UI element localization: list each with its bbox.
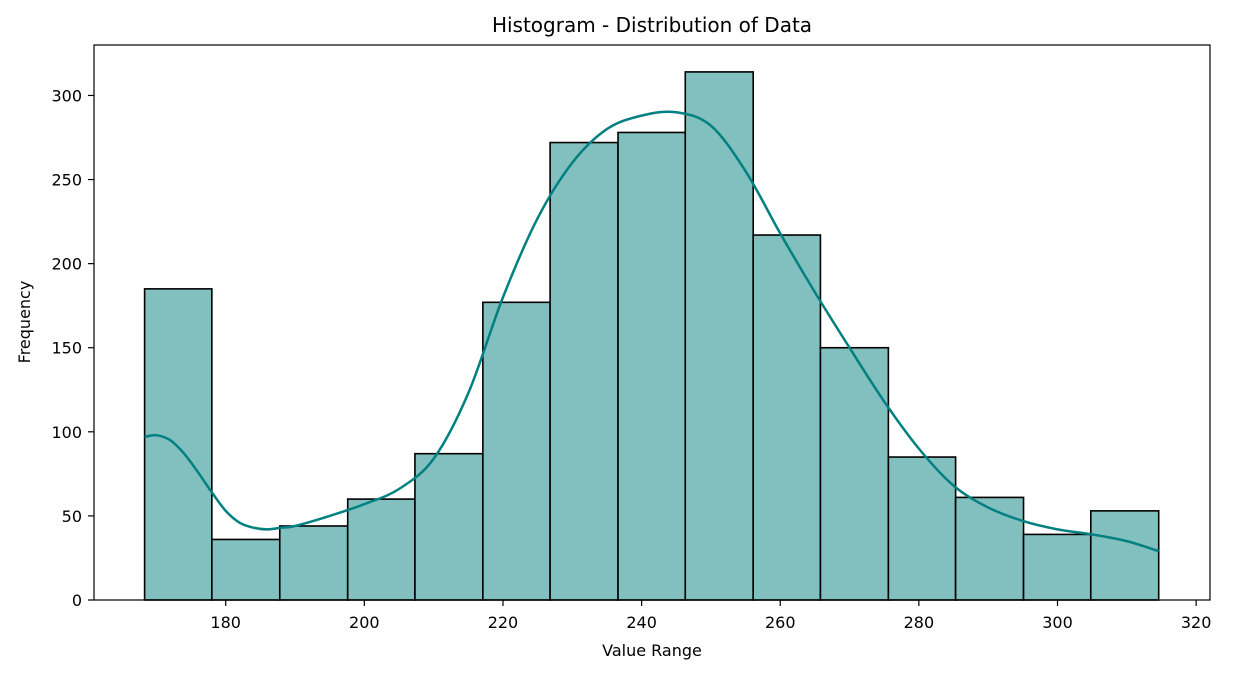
histogram-bar-9 xyxy=(752,234,822,601)
x-tick-label: 240 xyxy=(626,613,657,632)
histogram-bar-2 xyxy=(278,525,349,601)
y-tick-label: 150 xyxy=(51,339,82,358)
x-tick-label: 300 xyxy=(1042,613,1073,632)
histogram-bar-11 xyxy=(887,456,957,601)
x-tick-label: 180 xyxy=(210,613,241,632)
y-axis-label: Frequency xyxy=(15,281,34,364)
histogram-bar-4 xyxy=(414,452,484,601)
x-tick-label: 220 xyxy=(488,613,519,632)
x-axis-label: Value Range xyxy=(602,641,702,660)
y-tick-label: 100 xyxy=(51,423,82,442)
x-tick-label: 260 xyxy=(765,613,796,632)
y-tick-label: 300 xyxy=(51,86,82,105)
y-tick-label: 250 xyxy=(51,171,82,190)
x-axis-ticks: 180 200 220 240 260 280 300 320 xyxy=(210,600,1211,632)
histogram-bar-6 xyxy=(549,141,619,601)
chart-title: Histogram - Distribution of Data xyxy=(492,13,812,37)
histogram-bar-12 xyxy=(954,496,1025,601)
histogram-bar-7 xyxy=(617,131,687,601)
histogram-bar-10 xyxy=(819,346,890,601)
x-tick-label: 320 xyxy=(1181,613,1212,632)
histogram-bar-5 xyxy=(482,301,551,601)
histogram-bars xyxy=(143,71,1160,601)
histogram-bar-8 xyxy=(684,71,755,601)
plot-frame xyxy=(93,44,1211,601)
histogram-bar-14 xyxy=(1089,510,1160,601)
y-tick-label: 200 xyxy=(51,255,82,274)
x-tick-label: 280 xyxy=(904,613,935,632)
y-tick-label: 0 xyxy=(72,591,82,610)
y-axis-ticks: 0 50 100 150 200 250 300 xyxy=(51,86,94,610)
histogram-bar-3 xyxy=(346,498,416,601)
x-tick-label: 200 xyxy=(349,613,380,632)
kde-curve xyxy=(144,110,1160,553)
histogram-bar-1 xyxy=(211,538,281,601)
y-tick-label: 50 xyxy=(62,507,82,526)
histogram-bar-13 xyxy=(1022,533,1092,601)
histogram-bar-0 xyxy=(143,288,213,601)
